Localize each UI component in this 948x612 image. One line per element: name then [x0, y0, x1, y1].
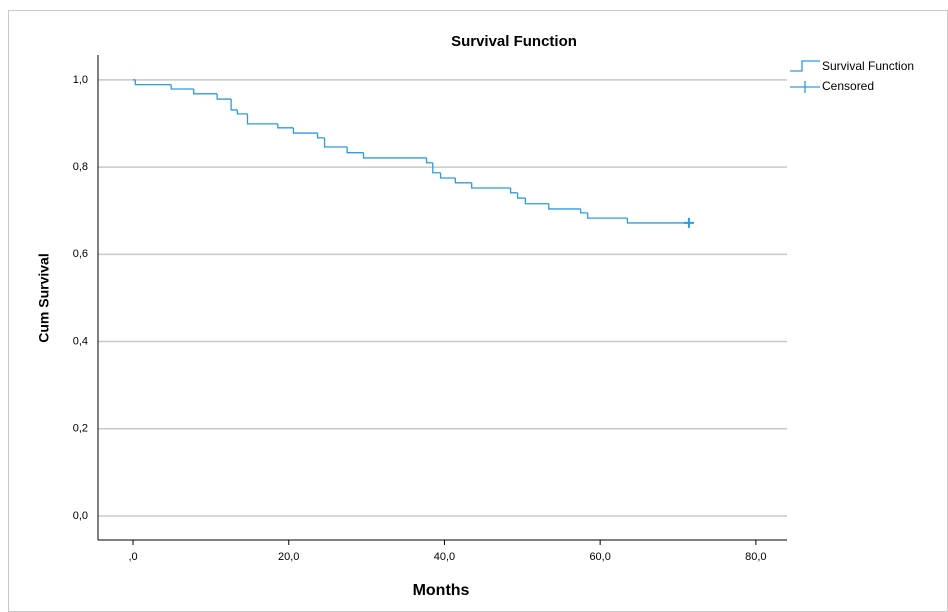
survival-step [292, 127, 318, 134]
x-axis-label: Months [413, 582, 470, 599]
legend-label: Survival Function [822, 59, 914, 73]
survival-step [193, 89, 218, 95]
survival-step [134, 79, 172, 86]
survival-step [471, 182, 511, 189]
x-tick-label: ,0 [128, 551, 137, 563]
survival-step [432, 162, 441, 174]
legend-label: Censored [822, 79, 874, 93]
x-tick-label: 40,0 [434, 551, 455, 563]
survival-step [216, 93, 232, 100]
survival-step [580, 208, 588, 214]
y-tick-label: 0,2 [73, 423, 88, 435]
survival-step [230, 99, 238, 111]
survival-step [524, 198, 549, 205]
survival-step [516, 192, 526, 199]
chart-border [8, 10, 948, 612]
censor-mark [683, 217, 694, 228]
y-axis-label: Cum Survival [36, 253, 52, 342]
survival-step [509, 188, 518, 194]
survival-step [346, 147, 364, 154]
x-tick-label: 80,0 [745, 551, 766, 563]
y-tick-label: 0,4 [73, 335, 88, 347]
survival-step [277, 123, 294, 129]
survival-step [548, 203, 581, 210]
survival-step [316, 133, 325, 139]
survival-step [439, 172, 456, 179]
x-tick-label: 60,0 [589, 551, 610, 563]
survival-step [170, 84, 194, 90]
survival-step [236, 109, 248, 115]
survival-step [587, 212, 628, 219]
y-tick-label: 0,6 [73, 248, 88, 260]
y-tick-label: 0,0 [73, 510, 88, 522]
survival-step [362, 152, 427, 159]
survival-step [425, 157, 433, 164]
survival-step [626, 218, 689, 224]
legend-symbol [790, 60, 820, 72]
survival-step [454, 177, 472, 184]
legend-symbol [790, 81, 820, 93]
chart-title: Survival Function [451, 33, 577, 50]
y-tick-label: 1,0 [73, 74, 88, 86]
x-tick-label: 20,0 [278, 551, 299, 563]
survival-step [323, 137, 348, 148]
survival-step [246, 113, 278, 125]
y-tick-label: 0,8 [73, 161, 88, 173]
